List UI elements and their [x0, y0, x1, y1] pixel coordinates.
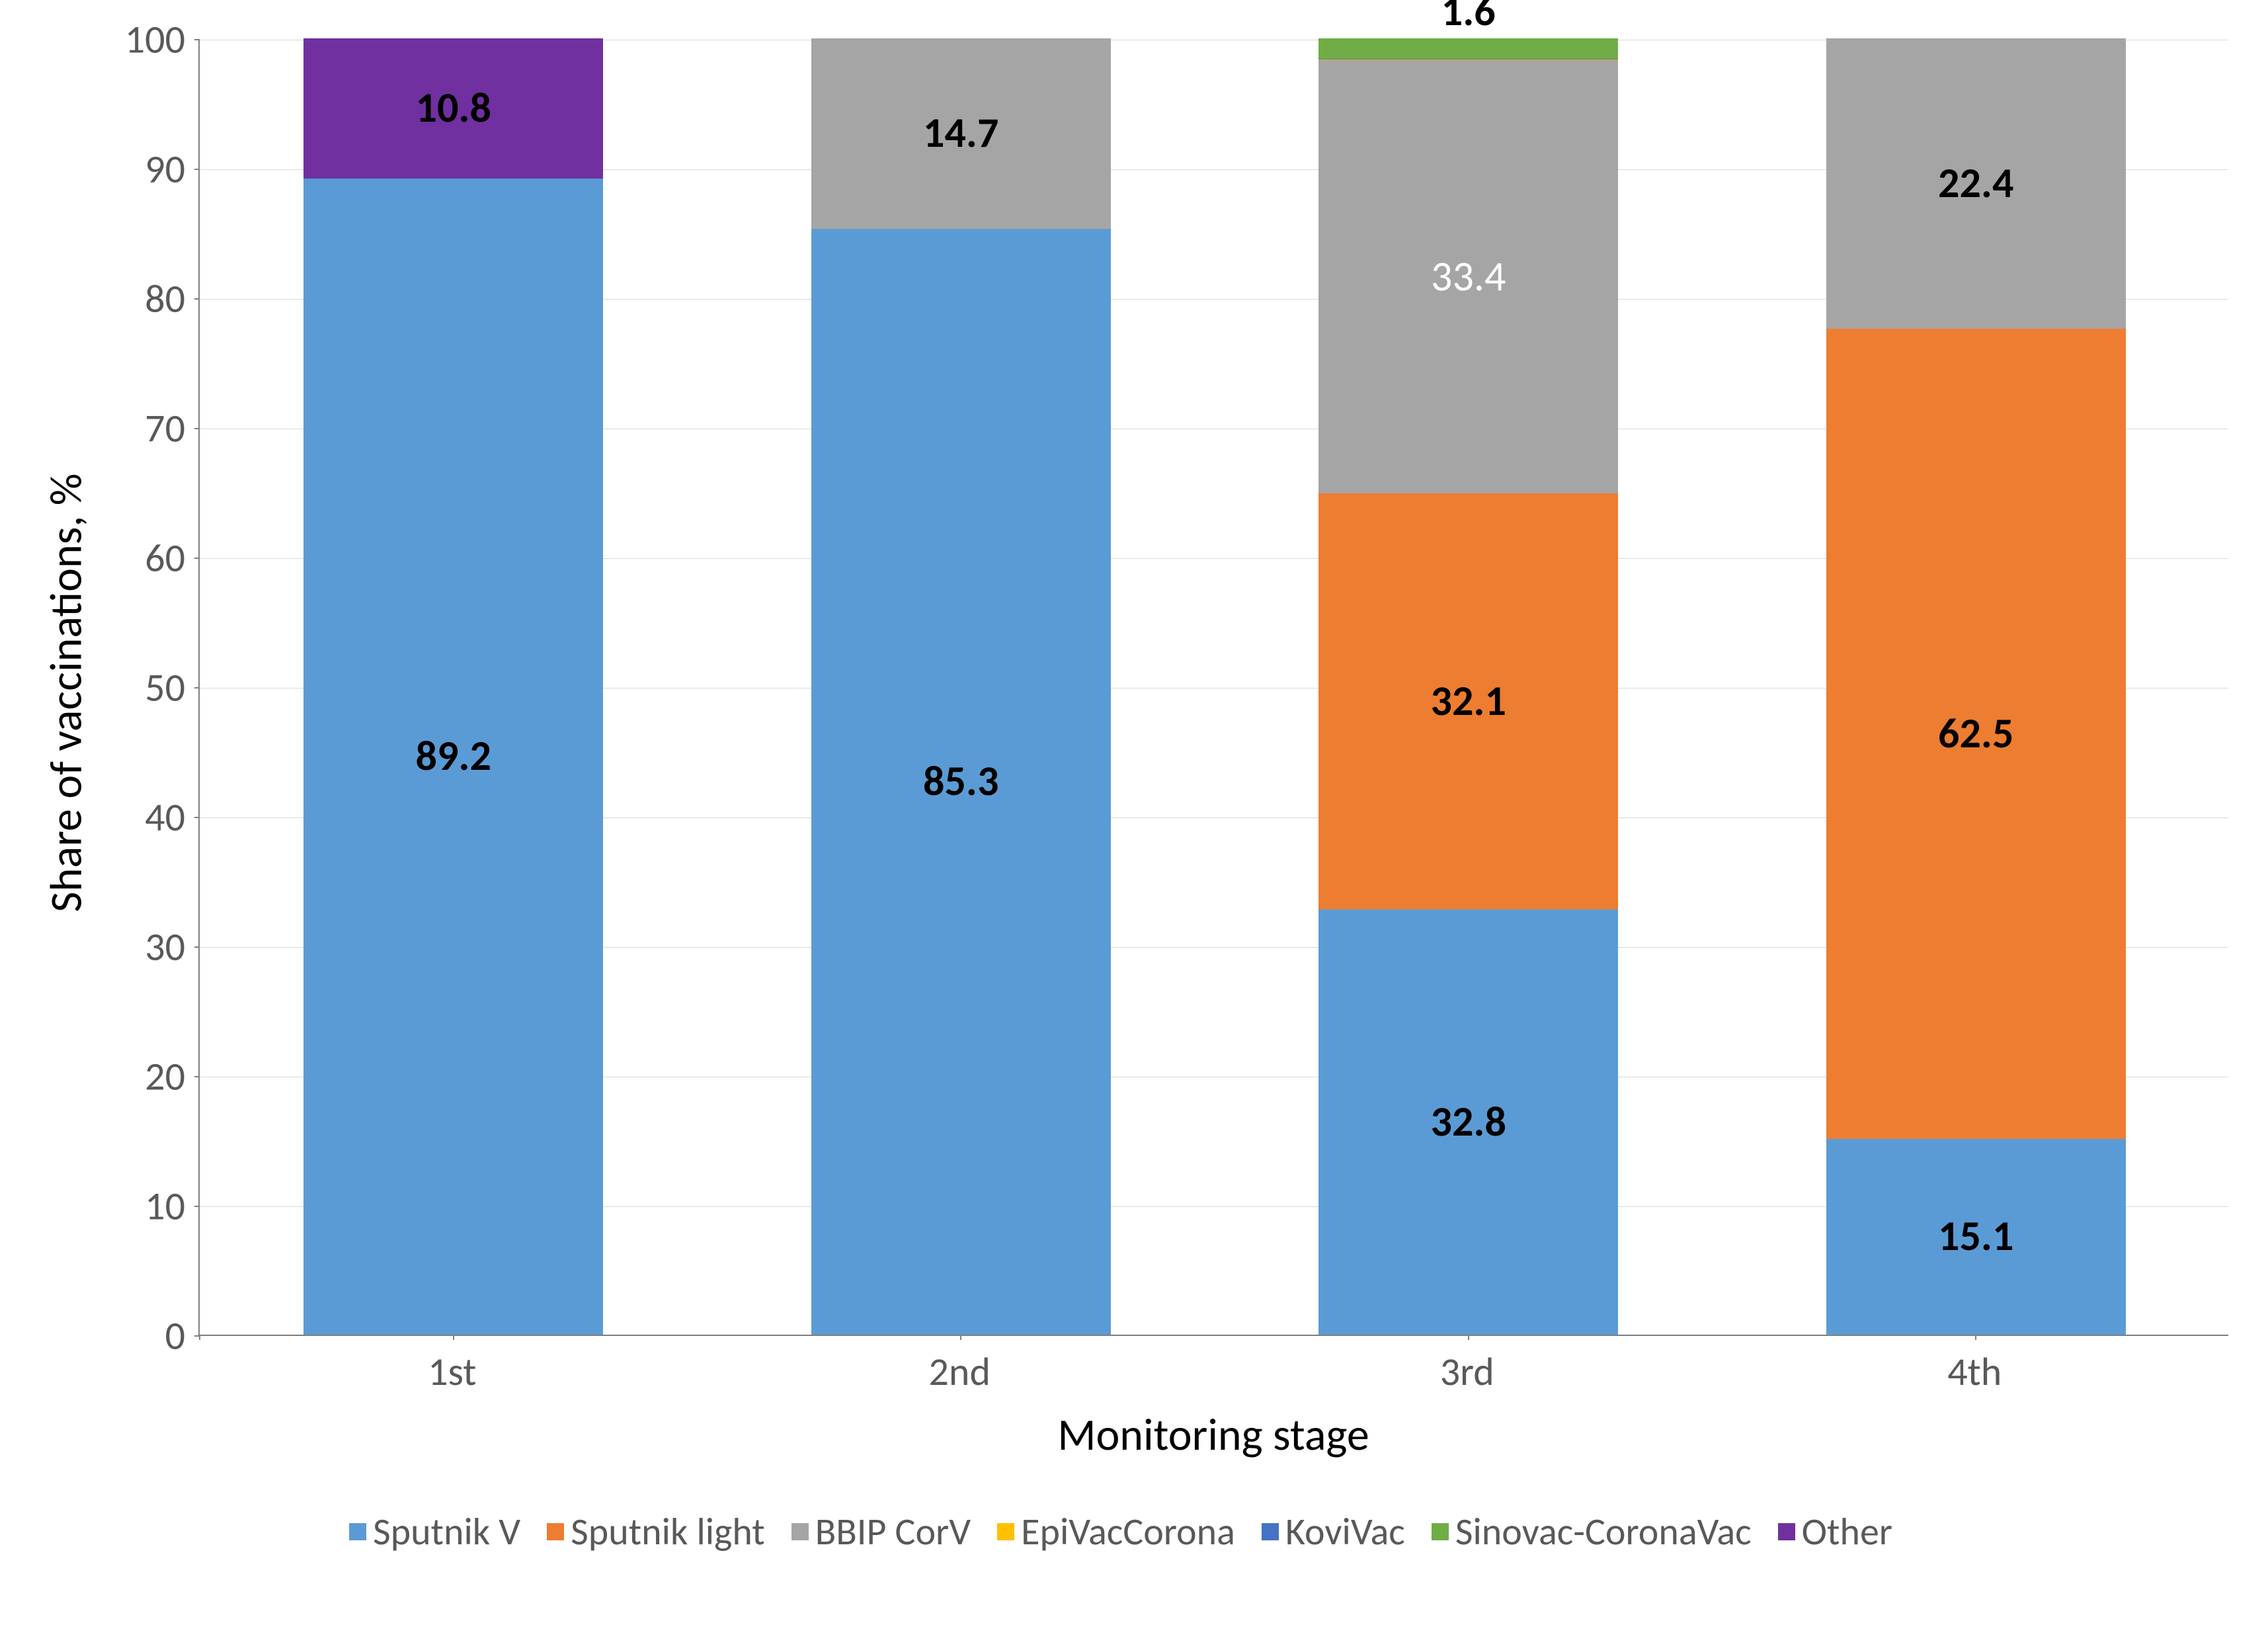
legend-item: Sinovac-CoronaVac: [1432, 1508, 1752, 1555]
y-tick-label: 30: [119, 923, 185, 972]
y-tick-label: 10: [119, 1183, 185, 1231]
data-label: 15.1: [1826, 1210, 2126, 1262]
legend-swatch: [1778, 1523, 1795, 1540]
y-tick-label: 90: [119, 146, 185, 194]
y-tick-mark: [194, 39, 200, 40]
legend-swatch: [997, 1523, 1014, 1540]
legend-item: Sputnik light: [547, 1508, 765, 1555]
data-label-top: 1.6: [1318, 0, 1618, 37]
y-tick-mark: [194, 687, 200, 688]
x-tick-label: 1st: [198, 1348, 706, 1396]
x-tick-label: 4th: [1721, 1348, 2229, 1396]
y-tick-mark: [194, 1206, 200, 1207]
legend-swatch: [547, 1523, 564, 1540]
data-label: 32.1: [1318, 675, 1618, 727]
x-tick-mark: [199, 1335, 200, 1340]
x-tick-mark: [453, 1335, 454, 1340]
y-tick-label: 0: [119, 1312, 185, 1360]
data-label: 89.2: [304, 730, 603, 782]
bar-segment: [1318, 59, 1618, 60]
x-axis-title: Monitoring stage: [198, 1407, 2228, 1462]
legend-label: Sputnik light: [571, 1508, 765, 1555]
data-label: 85.3: [811, 755, 1111, 807]
bar: 32.8 32.1 33.4: [1318, 38, 1618, 1335]
y-tick-mark: [194, 1076, 200, 1077]
bar: 89.2 10.8: [304, 38, 603, 1335]
stacked-bar-chart: 89.2 10.8 85.3 14.7 32.8 32.1 33.4 1.6 15.1 62.5 2…: [0, 0, 2268, 1625]
data-label: 14.7: [811, 107, 1111, 159]
legend-item: BBIP CorV: [791, 1508, 971, 1555]
legend-item: Sputnik V: [349, 1508, 520, 1555]
legend-label: KoviVac: [1285, 1508, 1405, 1555]
y-tick-label: 20: [119, 1053, 185, 1101]
x-tick-label: 2nd: [706, 1348, 1214, 1396]
legend-item: EpiVacCorona: [997, 1508, 1235, 1555]
data-label: 62.5: [1826, 708, 2126, 759]
legend-swatch: [791, 1523, 809, 1540]
legend-swatch: [349, 1523, 366, 1540]
y-tick-mark: [194, 817, 200, 818]
bar: 15.1 62.5 22.4: [1826, 38, 2126, 1335]
y-tick-label: 70: [119, 405, 185, 453]
data-label: 33.4: [1318, 251, 1618, 302]
y-axis-title: Share of vaccinations, %: [39, 45, 94, 1341]
y-tick-mark: [194, 428, 200, 429]
legend-label: BBIP CorV: [815, 1508, 971, 1555]
x-tick-label: 3rd: [1213, 1348, 1721, 1396]
x-tick-mark: [960, 1335, 961, 1340]
y-tick-mark: [194, 298, 200, 300]
legend-label: Other: [1802, 1508, 1892, 1555]
y-tick-label: 80: [119, 275, 185, 323]
y-tick-mark: [194, 558, 200, 559]
legend-item: Other: [1778, 1508, 1892, 1555]
y-tick-label: 60: [119, 534, 185, 583]
y-tick-label: 40: [119, 794, 185, 842]
data-label: 22.4: [1826, 157, 2126, 209]
plot-area: 89.210.885.314.732.832.133.41.615.162.52…: [198, 40, 2228, 1336]
bar: 85.3 14.7: [811, 38, 1111, 1335]
data-label: 32.8: [1318, 1096, 1618, 1147]
data-label: 10.8: [304, 82, 603, 134]
y-tick-label: 100: [119, 16, 185, 64]
y-tick-mark: [194, 946, 200, 948]
legend-label: Sputnik V: [373, 1508, 520, 1555]
legend-item: KoviVac: [1262, 1508, 1405, 1555]
legend: Sputnik V Sputnik light BBIP CorV EpiVacCor…: [53, 1508, 2215, 1555]
legend-swatch: [1262, 1523, 1279, 1540]
y-tick-label: 50: [119, 664, 185, 712]
x-tick-mark: [1468, 1335, 1469, 1340]
bar-segment: [1318, 38, 1618, 59]
y-tick-mark: [194, 169, 200, 170]
legend-label: Sinovac-CoronaVac: [1455, 1508, 1752, 1555]
legend-label: EpiVacCorona: [1021, 1508, 1235, 1555]
legend-swatch: [1432, 1523, 1449, 1540]
x-tick-mark: [1975, 1335, 1976, 1340]
chart-root: 89.2 10.8 85.3 14.7 32.8 32.1 33.4 1.6 15.1 62.5 2…: [0, 0, 2268, 1625]
